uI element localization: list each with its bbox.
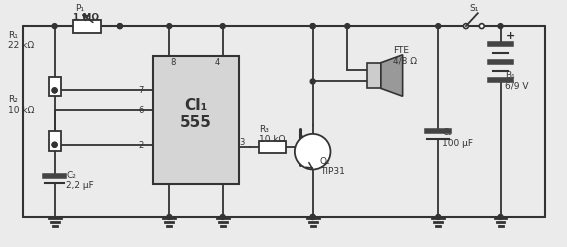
Text: 8: 8 bbox=[170, 58, 176, 67]
Circle shape bbox=[220, 24, 225, 29]
Text: 7: 7 bbox=[138, 86, 143, 95]
Bar bbox=[49, 131, 61, 151]
Text: C₂
2,2 μF: C₂ 2,2 μF bbox=[66, 171, 94, 190]
Circle shape bbox=[310, 24, 315, 29]
Bar bbox=[49, 77, 61, 96]
Bar bbox=[259, 141, 286, 153]
Circle shape bbox=[52, 142, 57, 147]
Text: P₁: P₁ bbox=[75, 4, 84, 13]
Text: 3: 3 bbox=[239, 138, 245, 147]
Text: R₁
22 kΩ: R₁ 22 kΩ bbox=[8, 31, 34, 50]
Circle shape bbox=[479, 24, 484, 29]
Circle shape bbox=[310, 24, 315, 29]
Polygon shape bbox=[381, 55, 403, 96]
Circle shape bbox=[52, 24, 57, 29]
Circle shape bbox=[436, 214, 441, 219]
Circle shape bbox=[295, 134, 331, 169]
Circle shape bbox=[498, 214, 503, 219]
Circle shape bbox=[52, 142, 57, 147]
Circle shape bbox=[310, 214, 315, 219]
Text: S₁: S₁ bbox=[469, 4, 479, 13]
Circle shape bbox=[167, 24, 172, 29]
Bar bbox=[73, 20, 101, 33]
Circle shape bbox=[52, 88, 57, 93]
Circle shape bbox=[220, 214, 225, 219]
Bar bbox=[154, 56, 239, 184]
Text: R₂
10 kΩ: R₂ 10 kΩ bbox=[8, 95, 35, 115]
Text: FTE
4/8 Ω: FTE 4/8 Ω bbox=[393, 46, 417, 65]
Text: Q₁
TIP31: Q₁ TIP31 bbox=[320, 157, 345, 176]
Circle shape bbox=[345, 24, 350, 29]
Text: B₁
6/9 V: B₁ 6/9 V bbox=[505, 71, 529, 90]
Circle shape bbox=[52, 88, 57, 93]
Text: 2: 2 bbox=[138, 141, 143, 150]
Text: 4: 4 bbox=[215, 58, 220, 67]
Circle shape bbox=[498, 24, 503, 29]
Text: 1 MΩ: 1 MΩ bbox=[73, 13, 99, 22]
Circle shape bbox=[463, 24, 468, 29]
Circle shape bbox=[167, 214, 172, 219]
Bar bbox=[367, 63, 381, 88]
Circle shape bbox=[310, 214, 315, 219]
Text: R₃
10 kΩ: R₃ 10 kΩ bbox=[259, 125, 285, 144]
Circle shape bbox=[117, 24, 122, 29]
Text: C₂
100 μF: C₂ 100 μF bbox=[442, 128, 473, 148]
Circle shape bbox=[117, 24, 122, 29]
Text: 6: 6 bbox=[138, 106, 143, 115]
Text: +: + bbox=[505, 31, 515, 41]
Text: CI₁
555: CI₁ 555 bbox=[180, 98, 212, 130]
Circle shape bbox=[436, 24, 441, 29]
Circle shape bbox=[310, 79, 315, 84]
